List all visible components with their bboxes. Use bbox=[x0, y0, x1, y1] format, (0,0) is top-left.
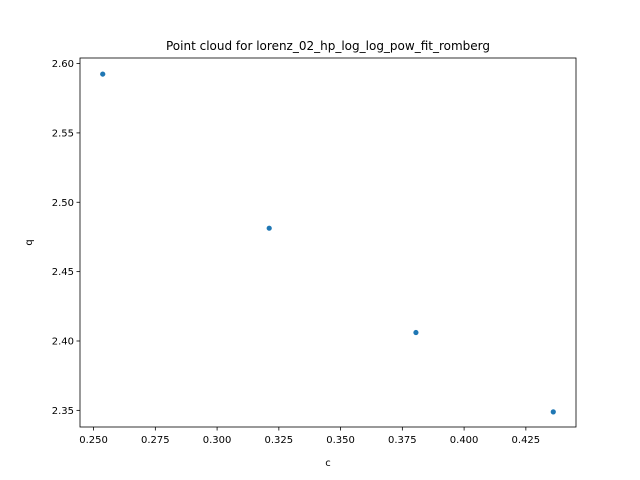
y-tick-label: 2.40 bbox=[52, 336, 74, 347]
data-point bbox=[550, 409, 556, 415]
x-tick-label: 0.275 bbox=[141, 435, 170, 446]
plot-area bbox=[80, 58, 576, 427]
data-point bbox=[100, 71, 106, 77]
x-axis-label: c bbox=[325, 458, 331, 469]
x-tick-label: 0.375 bbox=[388, 435, 417, 446]
x-tick-label: 0.400 bbox=[450, 435, 479, 446]
y-tick-label: 2.35 bbox=[52, 406, 74, 417]
x-tick-label: 0.325 bbox=[265, 435, 294, 446]
data-points bbox=[100, 71, 556, 415]
y-axis-ticks: 2.35 2.40 2.45 2.50 2.55 2.60 bbox=[52, 59, 80, 417]
y-axis-label: q bbox=[24, 239, 35, 245]
y-tick-label: 2.50 bbox=[52, 198, 74, 209]
data-point bbox=[266, 225, 272, 231]
plot-frame bbox=[79, 57, 577, 428]
y-tick-label: 2.55 bbox=[52, 128, 74, 139]
x-axis-ticks: 0.250 0.275 0.300 0.325 0.350 0.375 0.400 0.425 bbox=[79, 427, 540, 446]
x-tick-label: 0.300 bbox=[203, 435, 232, 446]
y-tick-label: 2.45 bbox=[52, 267, 74, 278]
chart-title: Point cloud for lorenz_02_hp_log_log_pow… bbox=[166, 39, 490, 53]
x-tick-label: 0.250 bbox=[79, 435, 108, 446]
data-point bbox=[413, 329, 419, 336]
x-tick-label: 0.350 bbox=[326, 435, 355, 446]
x-tick-label: 0.425 bbox=[512, 435, 541, 446]
y-tick-label: 2.60 bbox=[52, 59, 74, 70]
